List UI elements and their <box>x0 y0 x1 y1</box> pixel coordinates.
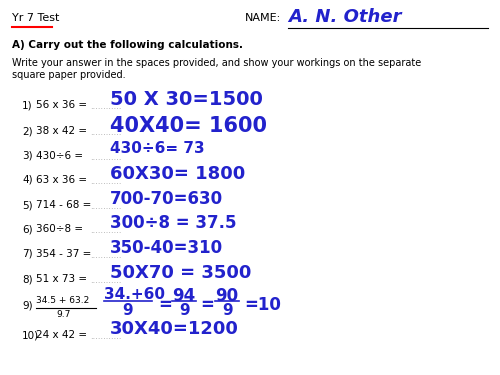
Text: 700-70=630: 700-70=630 <box>110 190 223 208</box>
Text: 4): 4) <box>22 175 32 185</box>
Text: square paper provided.: square paper provided. <box>12 70 126 80</box>
Text: 24 x 42 =: 24 x 42 = <box>36 330 87 340</box>
Text: 60X30= 1800: 60X30= 1800 <box>110 165 245 183</box>
Text: 7): 7) <box>22 249 32 259</box>
Text: ............: ............ <box>90 332 122 341</box>
Text: ............: ............ <box>90 226 122 235</box>
Text: 9: 9 <box>122 303 132 318</box>
Text: 63 x 36 =: 63 x 36 = <box>36 175 87 185</box>
Text: 94: 94 <box>172 287 195 305</box>
Text: 360÷8 =: 360÷8 = <box>36 224 83 234</box>
Text: 5): 5) <box>22 200 32 210</box>
Text: A) Carry out the following calculations.: A) Carry out the following calculations. <box>12 40 243 50</box>
Text: 2): 2) <box>22 126 32 136</box>
Text: 10): 10) <box>22 330 39 340</box>
Text: =10: =10 <box>244 296 281 314</box>
Text: 34.+60: 34.+60 <box>104 287 165 302</box>
Text: 50 X 30=1500: 50 X 30=1500 <box>110 90 263 109</box>
Text: 430÷6 =: 430÷6 = <box>36 151 83 161</box>
Text: 56 x 36 =: 56 x 36 = <box>36 100 87 110</box>
Text: 8): 8) <box>22 274 32 284</box>
Text: ............: ............ <box>90 153 122 162</box>
Text: NAME:: NAME: <box>245 13 281 23</box>
Text: 714 - 68 =: 714 - 68 = <box>36 200 92 210</box>
Text: ............: ............ <box>90 251 122 260</box>
Text: 6): 6) <box>22 224 32 234</box>
Text: 300÷8 = 37.5: 300÷8 = 37.5 <box>110 214 236 232</box>
Text: 40X40= 1600: 40X40= 1600 <box>110 116 267 136</box>
Text: 9.7: 9.7 <box>56 310 70 319</box>
Text: 430÷6= 73: 430÷6= 73 <box>110 141 204 156</box>
Text: ............: ............ <box>90 177 122 186</box>
Text: 350-40=310: 350-40=310 <box>110 239 223 257</box>
Text: 354 - 37 =: 354 - 37 = <box>36 249 92 259</box>
Text: 50X70 = 3500: 50X70 = 3500 <box>110 264 252 282</box>
Text: 9): 9) <box>22 300 32 310</box>
Text: 30X40=1200: 30X40=1200 <box>110 320 239 338</box>
Text: =: = <box>200 296 214 314</box>
Text: ............: ............ <box>90 276 122 285</box>
Text: ............: ............ <box>90 128 122 137</box>
Text: ............: ............ <box>90 202 122 211</box>
Text: ............: ............ <box>90 102 122 111</box>
Text: 3): 3) <box>22 151 32 161</box>
Text: 9: 9 <box>222 303 232 318</box>
Text: 90: 90 <box>215 287 238 305</box>
Text: Write your answer in the spaces provided, and show your workings on the separate: Write your answer in the spaces provided… <box>12 58 421 68</box>
Text: =: = <box>158 296 172 314</box>
Text: 1): 1) <box>22 100 32 110</box>
Text: 9: 9 <box>179 303 190 318</box>
Text: 51 x 73 =: 51 x 73 = <box>36 274 87 284</box>
Text: Yr 7 Test: Yr 7 Test <box>12 13 60 23</box>
Text: A. N. Other: A. N. Other <box>288 8 402 26</box>
Text: 38 x 42 =: 38 x 42 = <box>36 126 87 136</box>
Text: 34.5 + 63.2: 34.5 + 63.2 <box>36 296 89 305</box>
